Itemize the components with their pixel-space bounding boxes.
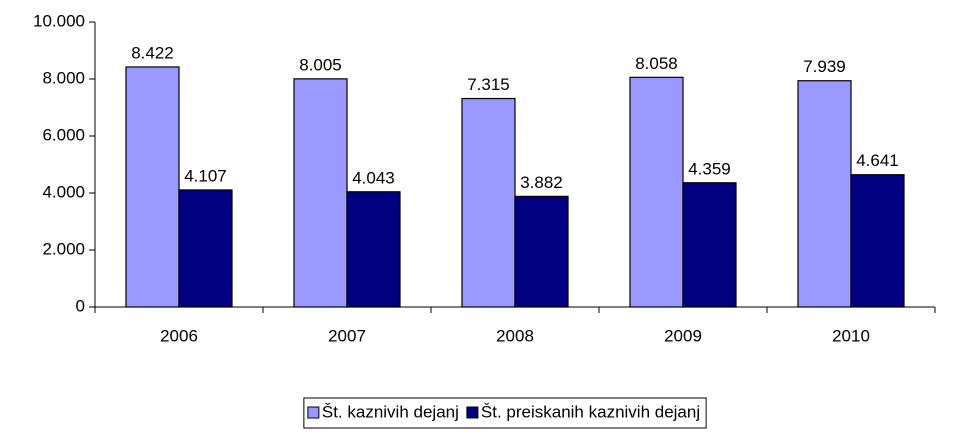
legend-label: Št. preiskanih kaznivih dejanj: [481, 402, 700, 421]
legend-label: Št. kaznivih dejanj: [322, 402, 459, 421]
y-tick-label: 6.000: [42, 125, 85, 144]
bar: [629, 76, 684, 308]
legend: [303, 397, 707, 429]
bar: [125, 66, 180, 308]
value-label: 8.422: [131, 43, 174, 62]
value-label: 7.939: [803, 57, 846, 76]
bar: [797, 80, 852, 308]
y-tick-label: 0: [76, 296, 85, 315]
value-label: 4.641: [856, 151, 899, 170]
y-tick-label: 10.000: [33, 11, 85, 30]
x-tick-label: 2010: [832, 326, 870, 345]
y-tick-label: 4.000: [42, 182, 85, 201]
value-label: 4.043: [352, 168, 395, 187]
x-tick-label: 2006: [160, 326, 198, 345]
value-label: 4.359: [688, 159, 731, 178]
legend-swatch: [307, 406, 320, 419]
y-tick-label: 8.000: [42, 68, 85, 87]
value-label: 8.005: [299, 55, 342, 74]
y-tick-label: 2.000: [42, 239, 85, 258]
value-label: 3.882: [520, 173, 563, 192]
value-label: 4.107: [184, 166, 227, 185]
value-label: 8.058: [635, 54, 678, 73]
legend-swatch: [466, 406, 479, 419]
x-tick-label: 2008: [496, 326, 534, 345]
value-label: 7.315: [467, 75, 510, 94]
bar: [850, 174, 905, 308]
bar: [346, 191, 401, 308]
x-tick-label: 2009: [664, 326, 702, 345]
x-tick-label: 2007: [328, 326, 366, 345]
bar: [461, 97, 516, 308]
bar: [682, 182, 737, 308]
bar: [514, 195, 569, 308]
bar: [293, 78, 348, 308]
bar: [178, 189, 233, 308]
